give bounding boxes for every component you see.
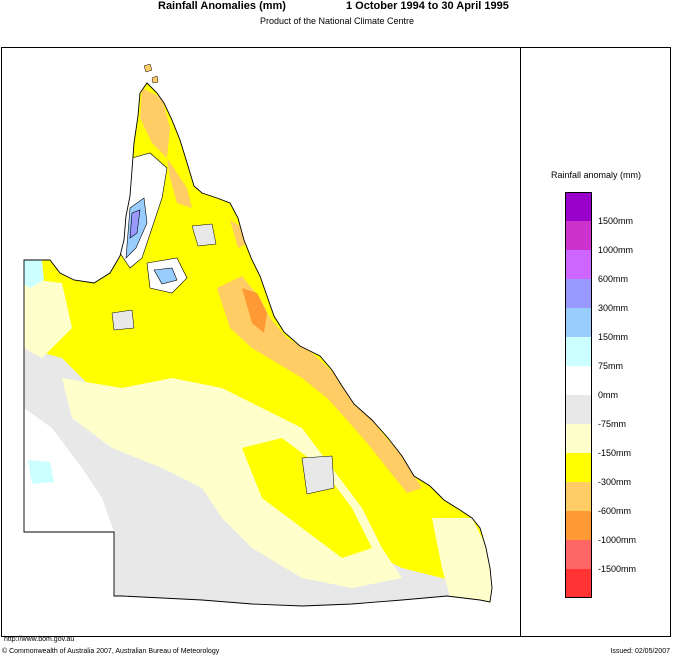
field-zero-southwest [24, 408, 114, 532]
field-minus-300-cape-east [167, 158, 192, 208]
legend-swatch [565, 511, 592, 540]
legend-swatch [565, 569, 592, 598]
legend-swatch [565, 395, 592, 424]
field-minus-150-central [242, 438, 372, 558]
field-pale-west [24, 278, 72, 358]
legend-label: 1000mm [598, 245, 634, 255]
legend-label: 1500mm [598, 216, 634, 226]
field-plus-300-cape [129, 209, 141, 239]
legend-label: 75mm [598, 361, 624, 371]
rainfall-anomaly-map [23, 63, 493, 607]
legend-label: 600mm [598, 274, 629, 284]
field-pale-southeast [432, 518, 492, 606]
legend-label: -75mm [598, 419, 627, 429]
title-row: Rainfall Anomalies (mm) 1 October 1994 t… [0, 0, 674, 14]
legend-title: Rainfall anomaly (mm) [550, 170, 642, 180]
legend-label: -1500mm [598, 564, 637, 574]
legend-swatch [565, 540, 592, 569]
legend-swatch [565, 308, 592, 337]
panel-divider [520, 47, 521, 637]
field-minus-300-northeast [230, 220, 246, 248]
legend-label: -1000mm [598, 535, 637, 545]
state-boundary [23, 82, 493, 607]
legend-swatch [565, 221, 592, 250]
field-minus-75-island-1 [191, 223, 217, 247]
legend-swatch [565, 279, 592, 308]
field-minus-300-cape [140, 88, 170, 158]
island-torres-1 [143, 63, 153, 73]
legend-label: -300mm [598, 477, 632, 487]
field-minus-75-island-3 [301, 455, 335, 495]
legend-swatch [565, 482, 592, 511]
copyright-notice: © Commonwealth of Australia 2007, Austra… [2, 648, 220, 655]
legend-swatch [565, 453, 592, 482]
legend-label: 150mm [598, 332, 629, 342]
field-minus-600-coast [242, 288, 267, 333]
legend-label: -600mm [598, 506, 632, 516]
anomaly-fields [24, 83, 492, 606]
field-minus-75-island-2 [111, 309, 135, 331]
map-subtitle: Product of the National Climate Centre [259, 16, 415, 26]
legend-label: 0mm [598, 390, 618, 400]
legend-swatch [565, 250, 592, 279]
field-plus-150-inland [153, 267, 178, 285]
legend-swatch [565, 424, 592, 453]
island-torres-2 [151, 75, 159, 84]
issued-date: Issued: 02/05/2007 [610, 648, 670, 655]
field-plus-75-southwest [28, 460, 54, 484]
field-plus-75-west [24, 260, 44, 288]
legend-swatch [565, 366, 592, 395]
map-frame [1, 47, 671, 637]
field-minus-300-coast [217, 276, 422, 493]
legend-swatch [565, 337, 592, 366]
legend-label: -150mm [598, 448, 632, 458]
map-title: Rainfall Anomalies (mm) [158, 0, 286, 12]
legend-swatch [565, 192, 592, 221]
source-url[interactable]: http://www.bom.gov.au [4, 636, 75, 643]
legend-label: 300mm [598, 303, 629, 313]
map-period: 1 October 1994 to 30 April 1995 [346, 0, 509, 12]
